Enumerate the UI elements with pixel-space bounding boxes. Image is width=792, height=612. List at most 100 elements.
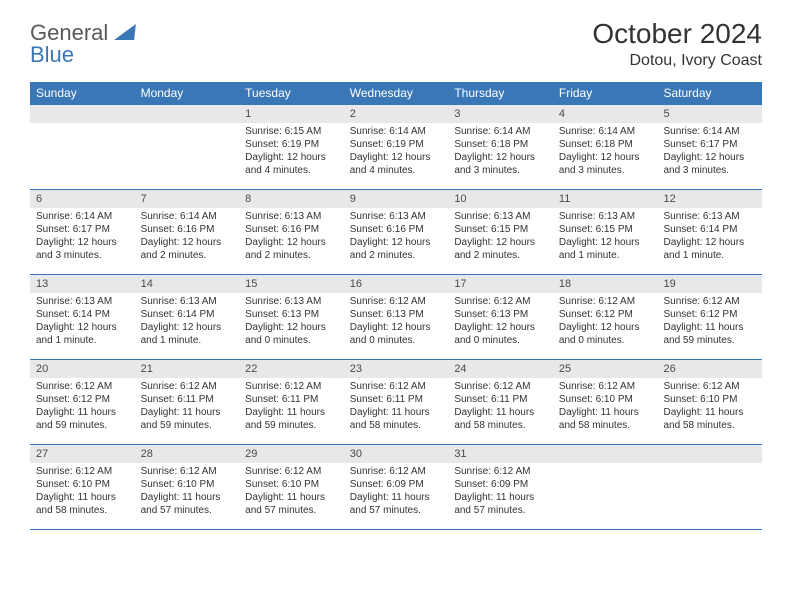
day-body: Sunrise: 6:12 AMSunset: 6:10 PMDaylight:… — [135, 463, 240, 521]
daylight-line: Daylight: 12 hours and 2 minutes. — [141, 236, 234, 262]
daylight-line: Daylight: 12 hours and 1 minute. — [663, 236, 756, 262]
sunset-line: Sunset: 6:19 PM — [350, 138, 443, 151]
day-body: Sunrise: 6:12 AMSunset: 6:10 PMDaylight:… — [657, 378, 762, 436]
day-body: Sunrise: 6:12 AMSunset: 6:12 PMDaylight:… — [553, 293, 658, 351]
sunset-line: Sunset: 6:10 PM — [245, 478, 338, 491]
day-number: 10 — [448, 190, 553, 208]
sunrise-line: Sunrise: 6:12 AM — [245, 465, 338, 478]
calendar: SundayMondayTuesdayWednesdayThursdayFrid… — [30, 82, 762, 530]
calendar-day-cell: 3Sunrise: 6:14 AMSunset: 6:18 PMDaylight… — [448, 105, 553, 189]
daylight-line: Daylight: 11 hours and 57 minutes. — [245, 491, 338, 517]
day-number: 23 — [344, 360, 449, 378]
calendar-day-cell: 20Sunrise: 6:12 AMSunset: 6:12 PMDayligh… — [30, 360, 135, 444]
day-body: Sunrise: 6:12 AMSunset: 6:11 PMDaylight:… — [448, 378, 553, 436]
sunset-line: Sunset: 6:16 PM — [245, 223, 338, 236]
day-number: 30 — [344, 445, 449, 463]
daylight-line: Daylight: 11 hours and 58 minutes. — [559, 406, 652, 432]
calendar-day-cell: 21Sunrise: 6:12 AMSunset: 6:11 PMDayligh… — [135, 360, 240, 444]
day-number: 7 — [135, 190, 240, 208]
weeks-container: 1 Sunrise: 6:15 AM Sunset: 6:19 PM Daylight… — [30, 104, 762, 530]
calendar-day-cell: 6Sunrise: 6:14 AMSunset: 6:17 PMDaylight… — [30, 190, 135, 274]
day-number: 22 — [239, 360, 344, 378]
calendar-day-cell: 27Sunrise: 6:12 AMSunset: 6:10 PMDayligh… — [30, 445, 135, 529]
calendar-day-cell: 2Sunrise: 6:14 AMSunset: 6:19 PMDaylight… — [344, 105, 449, 189]
day-body: Sunrise: 6:12 AMSunset: 6:10 PMDaylight:… — [553, 378, 658, 436]
sunset-line: Sunset: 6:09 PM — [350, 478, 443, 491]
dow-header-cell: Tuesday — [239, 82, 344, 104]
daylight-line: Daylight: 11 hours and 59 minutes. — [663, 321, 756, 347]
empty-day-bar — [657, 445, 762, 463]
sunrise-line: Sunrise: 6:13 AM — [141, 295, 234, 308]
day-body: Sunrise: 6:12 AMSunset: 6:09 PMDaylight:… — [344, 463, 449, 521]
day-number: 8 — [239, 190, 344, 208]
calendar-day-cell: 17Sunrise: 6:12 AMSunset: 6:13 PMDayligh… — [448, 275, 553, 359]
sunset-line: Sunset: 6:11 PM — [141, 393, 234, 406]
calendar-day-cell: 16Sunrise: 6:12 AMSunset: 6:13 PMDayligh… — [344, 275, 449, 359]
sunset-line: Sunset: 6:15 PM — [454, 223, 547, 236]
calendar-day-cell: 28Sunrise: 6:12 AMSunset: 6:10 PMDayligh… — [135, 445, 240, 529]
day-number: 19 — [657, 275, 762, 293]
day-number: 12 — [657, 190, 762, 208]
day-number: 2 — [344, 105, 449, 123]
daylight-line: Daylight: 12 hours and 0 minutes. — [454, 321, 547, 347]
sunset-line: Sunset: 6:10 PM — [141, 478, 234, 491]
day-number: 17 — [448, 275, 553, 293]
day-number: 31 — [448, 445, 553, 463]
day-number: 24 — [448, 360, 553, 378]
calendar-day-cell: 12Sunrise: 6:13 AMSunset: 6:14 PMDayligh… — [657, 190, 762, 274]
calendar-week-row: 27Sunrise: 6:12 AMSunset: 6:10 PMDayligh… — [30, 444, 762, 530]
sunrise-line: Sunrise: 6:13 AM — [245, 295, 338, 308]
day-body: Sunrise: 6:14 AMSunset: 6:17 PMDaylight:… — [657, 123, 762, 181]
day-number: 21 — [135, 360, 240, 378]
day-body: Sunrise: 6:13 AMSunset: 6:16 PMDaylight:… — [239, 208, 344, 266]
sunset-line: Sunset: 6:10 PM — [663, 393, 756, 406]
day-number: 14 — [135, 275, 240, 293]
day-body: Sunrise: 6:14 AMSunset: 6:18 PMDaylight:… — [448, 123, 553, 181]
day-number: 28 — [135, 445, 240, 463]
daylight-line: Daylight: 11 hours and 57 minutes. — [454, 491, 547, 517]
calendar-day-cell: 23Sunrise: 6:12 AMSunset: 6:11 PMDayligh… — [344, 360, 449, 444]
day-body: Sunrise: 6:14 AMSunset: 6:19 PMDaylight:… — [344, 123, 449, 181]
sunrise-line: Sunrise: 6:15 AM — [245, 125, 338, 138]
sunrise-line: Sunrise: 6:12 AM — [350, 295, 443, 308]
dow-header-cell: Thursday — [448, 82, 553, 104]
sunrise-line: Sunrise: 6:14 AM — [350, 125, 443, 138]
daylight-line: Daylight: 11 hours and 57 minutes. — [141, 491, 234, 517]
dow-header-cell: Wednesday — [344, 82, 449, 104]
day-number: 11 — [553, 190, 658, 208]
sunrise-line: Sunrise: 6:12 AM — [559, 380, 652, 393]
day-number: 1 — [239, 105, 344, 123]
day-body: Sunrise: 6:13 AMSunset: 6:14 PMDaylight:… — [30, 293, 135, 351]
daylight-line: Daylight: 12 hours and 1 minute. — [141, 321, 234, 347]
calendar-day-cell: 15Sunrise: 6:13 AMSunset: 6:13 PMDayligh… — [239, 275, 344, 359]
daylight-line: Daylight: 12 hours and 0 minutes. — [350, 321, 443, 347]
sunrise-line: Sunrise: 6:12 AM — [663, 295, 756, 308]
sunrise-line: Sunrise: 6:14 AM — [36, 210, 129, 223]
page-title: October 2024 — [30, 18, 762, 50]
sunrise-line: Sunrise: 6:12 AM — [36, 380, 129, 393]
day-number: 9 — [344, 190, 449, 208]
calendar-day-cell: 25Sunrise: 6:12 AMSunset: 6:10 PMDayligh… — [553, 360, 658, 444]
sunrise-line: Sunrise: 6:12 AM — [350, 380, 443, 393]
day-number: 25 — [553, 360, 658, 378]
day-body: Sunrise: 6:12 AMSunset: 6:09 PMDaylight:… — [448, 463, 553, 521]
calendar-day-cell: 31Sunrise: 6:12 AMSunset: 6:09 PMDayligh… — [448, 445, 553, 529]
day-body: Sunrise: 6:12 AMSunset: 6:11 PMDaylight:… — [239, 378, 344, 436]
logo-word2: Blue — [30, 44, 74, 66]
daylight-line: Daylight: 11 hours and 59 minutes. — [36, 406, 129, 432]
sunrise-line: Sunrise: 6:14 AM — [141, 210, 234, 223]
sunrise-line: Sunrise: 6:12 AM — [663, 380, 756, 393]
day-body: Sunrise: 6:12 AMSunset: 6:11 PMDaylight:… — [344, 378, 449, 436]
sunrise-line: Sunrise: 6:12 AM — [454, 465, 547, 478]
calendar-day-cell — [135, 105, 240, 189]
day-number: 27 — [30, 445, 135, 463]
calendar-day-cell: 29Sunrise: 6:12 AMSunset: 6:10 PMDayligh… — [239, 445, 344, 529]
sunset-line: Sunset: 6:16 PM — [141, 223, 234, 236]
daylight-line: Daylight: 11 hours and 57 minutes. — [350, 491, 443, 517]
sunrise-line: Sunrise: 6:12 AM — [245, 380, 338, 393]
calendar-day-cell: 4Sunrise: 6:14 AMSunset: 6:18 PMDaylight… — [553, 105, 658, 189]
day-number: 3 — [448, 105, 553, 123]
day-body: Sunrise: 6:12 AMSunset: 6:10 PMDaylight:… — [239, 463, 344, 521]
sunset-line: Sunset: 6:11 PM — [245, 393, 338, 406]
sunset-line: Sunset: 6:18 PM — [559, 138, 652, 151]
